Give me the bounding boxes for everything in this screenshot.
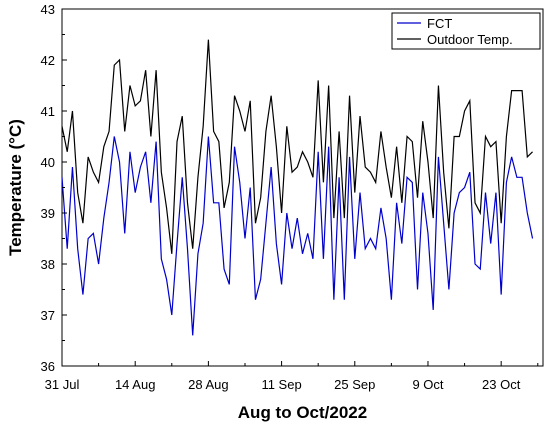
y-axis: 36 37 38 39 40 41 42 43 [41, 2, 67, 374]
legend-box [391, 12, 541, 50]
y-tick-label-42: 42 [41, 53, 55, 68]
y-tick-label-39: 39 [41, 206, 55, 221]
x-tick-label: 25 Sep [334, 377, 375, 392]
x-axis: 31 Jul 14 Aug 28 Aug 11 Sep 25 Sep 9 Oct 23 Oc… [45, 361, 539, 392]
y-tick-label-41: 41 [41, 104, 55, 119]
y-tick-label-40: 40 [41, 155, 55, 170]
legend: FCT Outdoor Temp. [391, 12, 541, 50]
series-points-outdoor-temp [61, 39, 533, 254]
series-layer [61, 39, 534, 336]
x-tick-label: 9 Oct [412, 377, 443, 392]
series-line-fct [61, 136, 534, 336]
y-tick-label-37: 37 [41, 308, 55, 323]
x-tick-label: 14 Aug [115, 377, 156, 392]
legend-label-fct: FCT [427, 16, 452, 31]
y-tick-label-43: 43 [41, 2, 55, 17]
y-tick-label-36: 36 [41, 359, 55, 374]
x-axis-title: Aug to Oct/2022 [238, 403, 367, 422]
x-tick-label: 28 Aug [188, 377, 229, 392]
x-tick-label: 23 Oct [482, 377, 521, 392]
y-tick-label-38: 38 [41, 257, 55, 272]
y-axis-title: Temperature (°C) [6, 119, 25, 256]
legend-label-outdoor-temp: Outdoor Temp. [427, 32, 513, 47]
x-tick-label: 31 Jul [45, 377, 80, 392]
x-tick-label: 11 Sep [261, 377, 301, 392]
